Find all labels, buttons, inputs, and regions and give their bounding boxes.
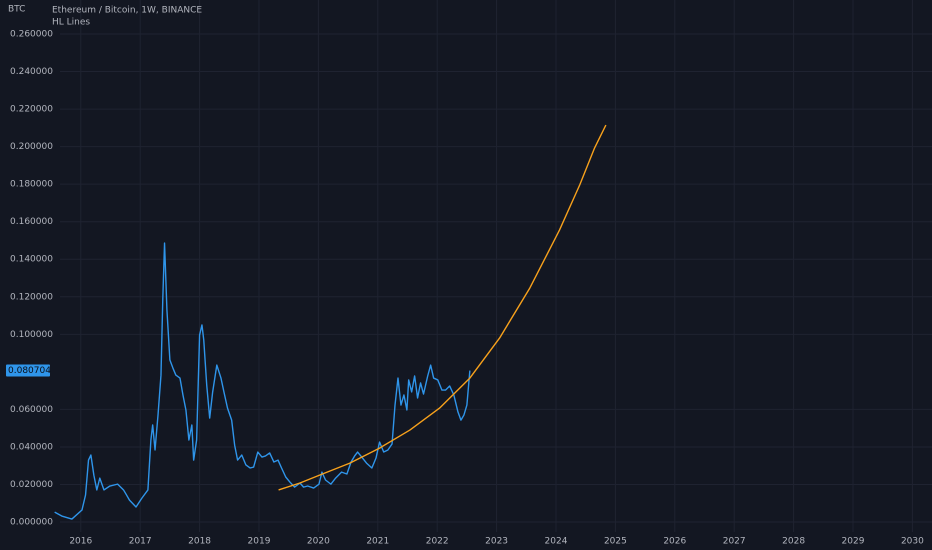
x-tick-label: 2020 — [307, 537, 330, 547]
x-tick-label: 2022 — [426, 537, 449, 547]
y-tick-label: 0.240000 — [10, 67, 53, 77]
series-line — [278, 124, 607, 491]
x-tick-label: 2017 — [129, 537, 152, 547]
x-tick-label: 2018 — [188, 537, 211, 547]
y-tick-label: 0.120000 — [10, 292, 53, 302]
x-tick-label: 2025 — [604, 537, 627, 547]
x-tick-label: 2023 — [485, 537, 508, 547]
y-tick-label: 0.060000 — [10, 405, 53, 415]
x-tick-label: 2030 — [901, 537, 924, 547]
x-tick-label: 2024 — [545, 537, 568, 547]
x-tick-label: 2027 — [723, 537, 746, 547]
x-tick-label: 2016 — [69, 537, 92, 547]
y-tick-label: 0.020000 — [10, 480, 53, 490]
x-tick-label: 2026 — [663, 537, 686, 547]
plot — [54, 124, 607, 520]
x-tick-label: 2028 — [782, 537, 805, 547]
y-tick-label: 0.140000 — [10, 255, 53, 265]
y-tick-label: 0.180000 — [10, 180, 53, 190]
price-label-box — [6, 364, 50, 377]
axis-labels: 0.000000 0.020000 0.040000 0.060000 0.100000… — [6, 29, 924, 547]
axis-unit: BTC — [8, 5, 25, 15]
grid — [60, 0, 932, 532]
y-tick-label: 0.000000 — [10, 518, 53, 528]
y-tick-label: 0.260000 — [10, 29, 53, 39]
x-tick-label: 2021 — [366, 537, 389, 547]
legend-title: Ethereum / Bitcoin, 1W, BINANCE — [52, 6, 202, 16]
x-tick-label: 2019 — [248, 537, 271, 547]
y-tick-label: 0.100000 — [10, 330, 53, 340]
y-tick-label: 0.200000 — [10, 142, 53, 152]
y-tick-label: 0.220000 — [10, 105, 53, 115]
series-line — [54, 242, 471, 520]
price-label: 0.080704 — [8, 366, 51, 376]
x-tick-label: 2029 — [842, 537, 865, 547]
y-tick-label: 0.040000 — [10, 442, 53, 452]
legend-entry: HL Lines — [52, 18, 90, 28]
y-tick-label: 0.160000 — [10, 217, 53, 227]
